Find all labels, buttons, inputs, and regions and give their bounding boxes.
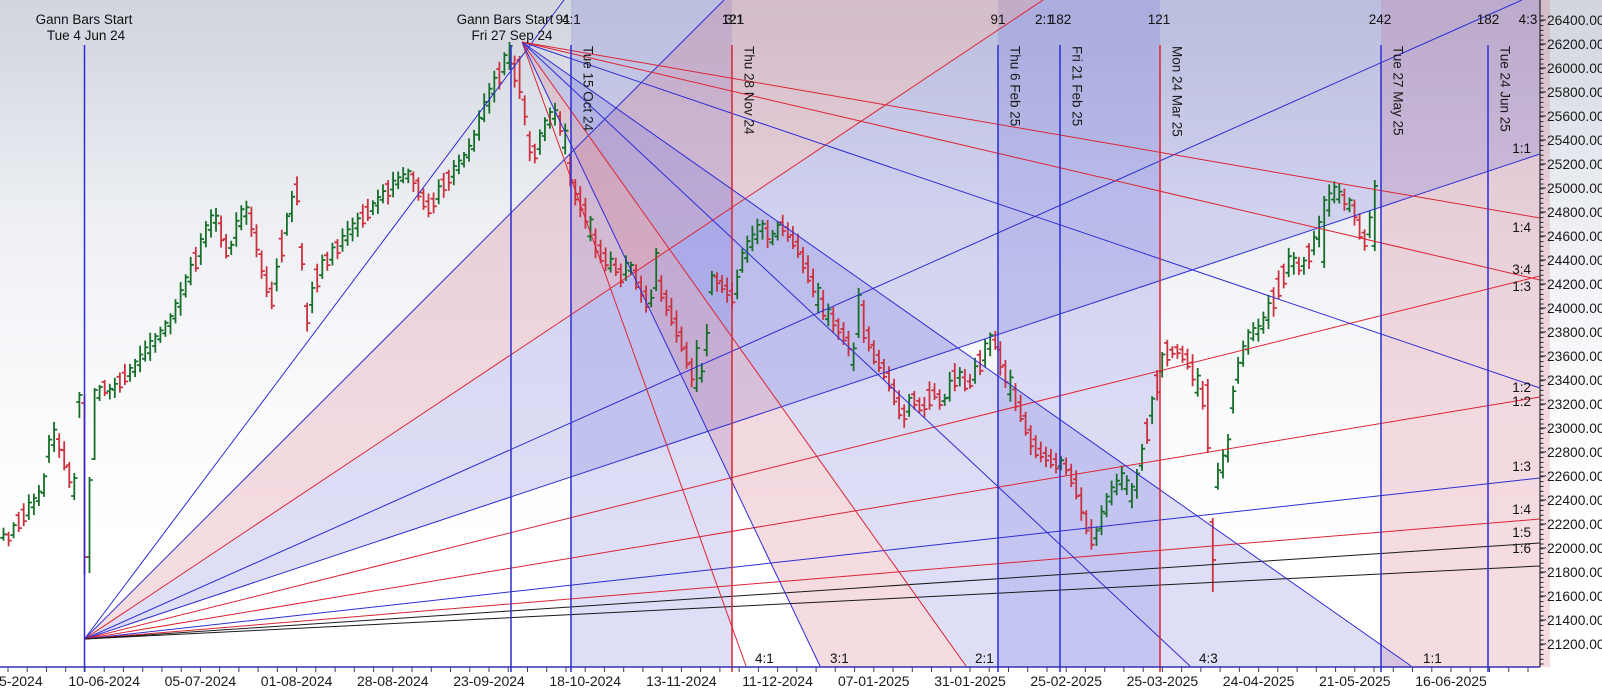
- svg-text:22000.00: 22000.00: [1547, 541, 1602, 556]
- svg-text:22600.00: 22600.00: [1547, 469, 1602, 484]
- svg-text:1:5: 1:5: [1512, 525, 1531, 540]
- svg-text:13-11-2024: 13-11-2024: [646, 673, 717, 689]
- svg-text:25200.00: 25200.00: [1547, 157, 1602, 172]
- svg-text:242: 242: [1369, 12, 1392, 27]
- svg-text:182: 182: [1049, 12, 1072, 27]
- svg-text:25000.00: 25000.00: [1547, 181, 1602, 196]
- svg-text:22400.00: 22400.00: [1547, 493, 1602, 508]
- svg-text:16-06-2025: 16-06-2025: [1415, 673, 1487, 689]
- svg-text:25800.00: 25800.00: [1547, 85, 1602, 100]
- svg-text:22200.00: 22200.00: [1547, 517, 1602, 532]
- svg-text:Tue 4 Jun 24: Tue 4 Jun 24: [47, 28, 126, 43]
- svg-text:1:2: 1:2: [1512, 394, 1531, 409]
- svg-text:24-04-2025: 24-04-2025: [1223, 673, 1295, 689]
- svg-text:Gann Bars Start: Gann Bars Start: [457, 12, 554, 27]
- svg-text:Tue 27 May 25: Tue 27 May 25: [1391, 46, 1406, 136]
- svg-text:Thu 28 Nov 24: Thu 28 Nov 24: [742, 46, 757, 135]
- svg-text:11-12-2024: 11-12-2024: [742, 673, 813, 689]
- svg-text:23000.00: 23000.00: [1547, 421, 1602, 436]
- svg-text:4:1: 4:1: [562, 12, 581, 27]
- svg-text:23200.00: 23200.00: [1547, 397, 1602, 412]
- svg-text:4:3: 4:3: [1519, 12, 1538, 27]
- svg-text:23800.00: 23800.00: [1547, 325, 1602, 340]
- svg-text:3:1: 3:1: [725, 12, 744, 27]
- svg-text:2:1: 2:1: [1035, 12, 1054, 27]
- svg-text:121: 121: [722, 12, 745, 27]
- svg-text:22800.00: 22800.00: [1547, 445, 1602, 460]
- svg-text:23-09-2024: 23-09-2024: [453, 673, 525, 689]
- svg-text:Gann Bars Start: Gann Bars Start: [36, 12, 133, 27]
- svg-text:1:3: 1:3: [1512, 459, 1531, 474]
- svg-text:10-06-2024: 10-06-2024: [68, 673, 140, 689]
- svg-text:21400.00: 21400.00: [1547, 613, 1602, 628]
- svg-text:05-07-2024: 05-07-2024: [165, 673, 237, 689]
- svg-text:31-01-2025: 31-01-2025: [934, 673, 1006, 689]
- svg-text:23600.00: 23600.00: [1547, 349, 1602, 364]
- svg-text:Thu 6 Feb 25: Thu 6 Feb 25: [1008, 46, 1023, 126]
- svg-text:25600.00: 25600.00: [1547, 109, 1602, 124]
- svg-text:21200.00: 21200.00: [1547, 637, 1602, 652]
- svg-text:13-05-2024: 13-05-2024: [0, 673, 43, 689]
- svg-text:24600.00: 24600.00: [1547, 229, 1602, 244]
- svg-text:26000.00: 26000.00: [1547, 61, 1602, 76]
- svg-text:28-08-2024: 28-08-2024: [357, 673, 429, 689]
- svg-text:1:1: 1:1: [1512, 141, 1531, 156]
- svg-text:25-02-2025: 25-02-2025: [1030, 673, 1102, 689]
- svg-text:Mon 24 Mar 25: Mon 24 Mar 25: [1170, 46, 1185, 137]
- svg-text:21800.00: 21800.00: [1547, 565, 1602, 580]
- svg-text:3:1: 3:1: [830, 651, 849, 666]
- svg-text:24400.00: 24400.00: [1547, 253, 1602, 268]
- svg-text:21600.00: 21600.00: [1547, 589, 1602, 604]
- svg-text:Tue 24 Jun 25: Tue 24 Jun 25: [1498, 46, 1513, 132]
- svg-text:24800.00: 24800.00: [1547, 205, 1602, 220]
- svg-text:18-10-2024: 18-10-2024: [549, 673, 621, 689]
- svg-text:23400.00: 23400.00: [1547, 373, 1602, 388]
- svg-text:25400.00: 25400.00: [1547, 133, 1602, 148]
- svg-text:121: 121: [1148, 12, 1171, 27]
- svg-text:1:3: 1:3: [1512, 279, 1531, 294]
- svg-text:1:6: 1:6: [1512, 541, 1531, 556]
- svg-text:Tue 15 Oct 24: Tue 15 Oct 24: [581, 46, 596, 132]
- svg-text:26400.00: 26400.00: [1547, 13, 1602, 28]
- svg-text:2:1: 2:1: [975, 651, 994, 666]
- svg-text:24000.00: 24000.00: [1547, 301, 1602, 316]
- svg-text:4:1: 4:1: [755, 651, 774, 666]
- svg-text:24200.00: 24200.00: [1547, 277, 1602, 292]
- svg-text:25-03-2025: 25-03-2025: [1127, 673, 1199, 689]
- svg-text:1:4: 1:4: [1512, 502, 1531, 517]
- svg-text:01-08-2024: 01-08-2024: [261, 673, 333, 689]
- svg-text:21-05-2025: 21-05-2025: [1319, 673, 1391, 689]
- svg-text:1:2: 1:2: [1512, 380, 1531, 395]
- svg-text:07-01-2025: 07-01-2025: [838, 673, 910, 689]
- svg-text:91: 91: [990, 12, 1005, 27]
- svg-text:26200.00: 26200.00: [1547, 37, 1602, 52]
- svg-text:1:4: 1:4: [1512, 220, 1531, 235]
- svg-text:4:3: 4:3: [1199, 651, 1218, 666]
- svg-text:1:1: 1:1: [1423, 651, 1442, 666]
- svg-text:182: 182: [1477, 12, 1500, 27]
- svg-text:91: 91: [555, 12, 570, 27]
- svg-text:Fri 21 Feb 25: Fri 21 Feb 25: [1070, 46, 1085, 126]
- svg-text:3:4: 3:4: [1512, 262, 1531, 277]
- svg-text:Fri 27 Sep 24: Fri 27 Sep 24: [471, 28, 553, 43]
